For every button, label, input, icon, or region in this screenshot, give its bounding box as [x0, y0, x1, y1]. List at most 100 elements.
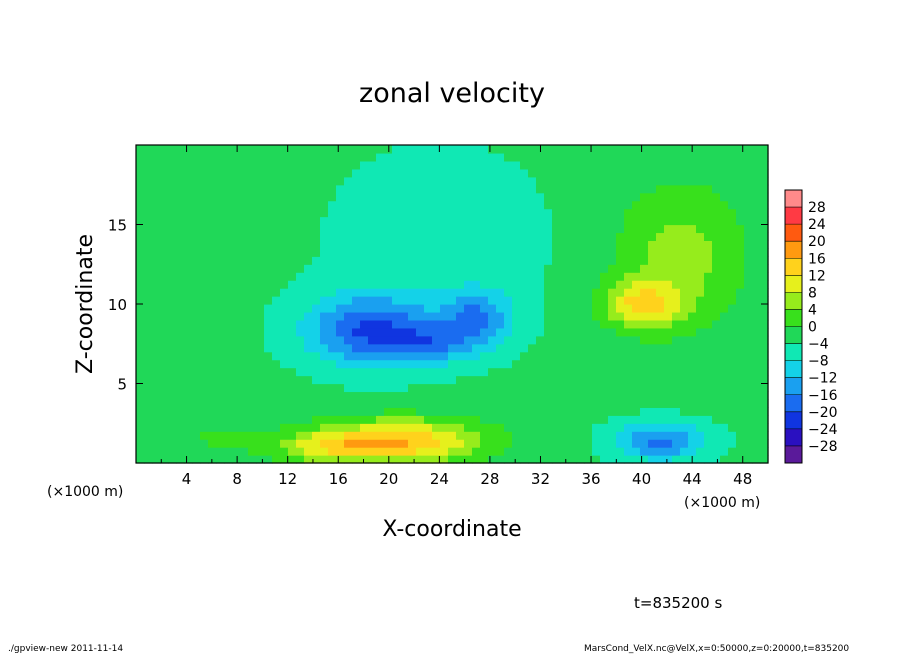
heatmap-cell	[720, 176, 729, 186]
heatmap-cell	[224, 184, 233, 194]
heatmap-cell	[480, 288, 489, 297]
heatmap-cell	[736, 359, 745, 369]
heatmap-cell	[224, 391, 233, 400]
heatmap-cell	[480, 280, 489, 289]
heatmap-cell	[136, 439, 145, 448]
heatmap-cell	[336, 407, 345, 416]
heatmap-cell	[328, 168, 337, 178]
y-axis-label: Z-coordinate	[73, 234, 98, 374]
heatmap-cell	[256, 145, 265, 154]
heatmap-cell	[480, 145, 489, 154]
heatmap-cell	[664, 431, 673, 440]
heatmap-cell	[592, 192, 601, 202]
heatmap-cell	[552, 439, 561, 448]
heatmap-cell	[264, 256, 273, 265]
heatmap-cell	[664, 383, 673, 393]
heatmap-cell	[200, 296, 209, 305]
heatmap-cell	[224, 280, 233, 289]
heatmap-cell	[448, 296, 457, 305]
heatmap-cell	[256, 280, 265, 289]
heatmap-cell	[704, 240, 713, 249]
heatmap-cell	[640, 272, 649, 281]
heatmap-cell	[256, 383, 265, 393]
heatmap-cell	[288, 224, 297, 234]
heatmap-cell	[480, 447, 489, 456]
heatmap-cell	[312, 264, 321, 273]
heatmap-cell	[640, 391, 649, 400]
heatmap-cell	[680, 168, 689, 178]
heatmap-cell	[312, 455, 321, 464]
heatmap-cell	[376, 399, 385, 408]
heatmap-cell	[736, 327, 745, 337]
heatmap-cell	[504, 431, 513, 440]
heatmap-cell	[240, 455, 249, 464]
heatmap-cell	[520, 327, 529, 337]
heatmap-cell	[520, 208, 529, 218]
heatmap-cell	[296, 216, 305, 226]
heatmap-cell	[360, 232, 369, 241]
heatmap-cell	[616, 296, 625, 305]
heatmap-cell	[176, 256, 185, 265]
heatmap-cell	[552, 240, 561, 249]
heatmap-cell	[712, 152, 721, 162]
heatmap-cell	[640, 304, 649, 313]
heatmap-cell	[256, 304, 265, 313]
heatmap-cell	[656, 168, 665, 178]
heatmap-cell	[456, 296, 465, 305]
heatmap-cell	[152, 192, 161, 202]
heatmap-cell	[168, 311, 177, 321]
heatmap-cell	[352, 415, 361, 424]
heatmap-cell	[712, 256, 721, 265]
heatmap-cell	[744, 375, 753, 385]
heatmap-cell	[184, 200, 193, 210]
heatmap-cell	[648, 192, 657, 202]
heatmap-cell	[224, 152, 233, 162]
heatmap-cell	[408, 224, 417, 234]
heatmap-cell	[352, 248, 361, 257]
heatmap-cell	[616, 184, 625, 194]
heatmap-cell	[200, 399, 209, 408]
heatmap-cell	[672, 208, 681, 218]
heatmap-cell	[136, 343, 145, 353]
heatmap-cell	[600, 248, 609, 257]
heatmap-cell	[272, 224, 281, 234]
heatmap-cell	[216, 272, 225, 281]
heatmap-cell	[464, 327, 473, 337]
heatmap-cell	[144, 375, 153, 385]
heatmap-cell	[504, 415, 513, 424]
heatmap-cell	[712, 272, 721, 281]
heatmap-cell	[600, 407, 609, 416]
heatmap-cell	[400, 407, 409, 416]
heatmap-cell	[288, 232, 297, 241]
heatmap-cell	[496, 216, 505, 226]
heatmap-cell	[576, 272, 585, 281]
heatmap-cell	[160, 160, 169, 170]
heatmap-cell	[416, 256, 425, 265]
heatmap-cell	[336, 423, 345, 432]
heatmap-cell	[536, 447, 545, 456]
heatmap-cell	[136, 192, 145, 202]
heatmap-cell	[520, 304, 529, 313]
heatmap-cell	[488, 168, 497, 178]
heatmap-cell	[312, 399, 321, 408]
heatmap-cell	[648, 184, 657, 194]
heatmap-cell	[600, 216, 609, 226]
heatmap-cell	[528, 455, 537, 464]
heatmap-cell	[176, 447, 185, 456]
heatmap-cell	[376, 184, 385, 194]
heatmap-cell	[312, 296, 321, 305]
heatmap-cell	[712, 304, 721, 313]
heatmap-cell	[752, 304, 761, 313]
heatmap-cell	[304, 240, 313, 249]
heatmap-cell	[160, 192, 169, 202]
heatmap-cell	[608, 192, 617, 202]
heatmap-cell	[280, 311, 289, 321]
heatmap-cell	[520, 160, 529, 170]
heatmap-cell	[576, 216, 585, 226]
heatmap-cell	[152, 304, 161, 313]
heatmap-cell	[696, 335, 705, 345]
heatmap-cell	[176, 383, 185, 393]
heatmap-cell	[704, 447, 713, 456]
heatmap-cell	[296, 176, 305, 186]
heatmap-cell	[464, 335, 473, 345]
